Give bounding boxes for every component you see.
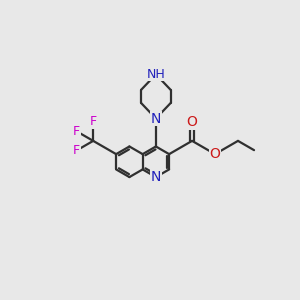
Text: N: N (151, 170, 161, 184)
Text: O: O (187, 115, 197, 129)
Text: F: F (90, 115, 97, 128)
Text: F: F (73, 144, 80, 157)
Text: O: O (210, 147, 220, 161)
Text: NH: NH (146, 68, 165, 81)
Text: N: N (151, 112, 161, 125)
Text: F: F (73, 125, 80, 138)
